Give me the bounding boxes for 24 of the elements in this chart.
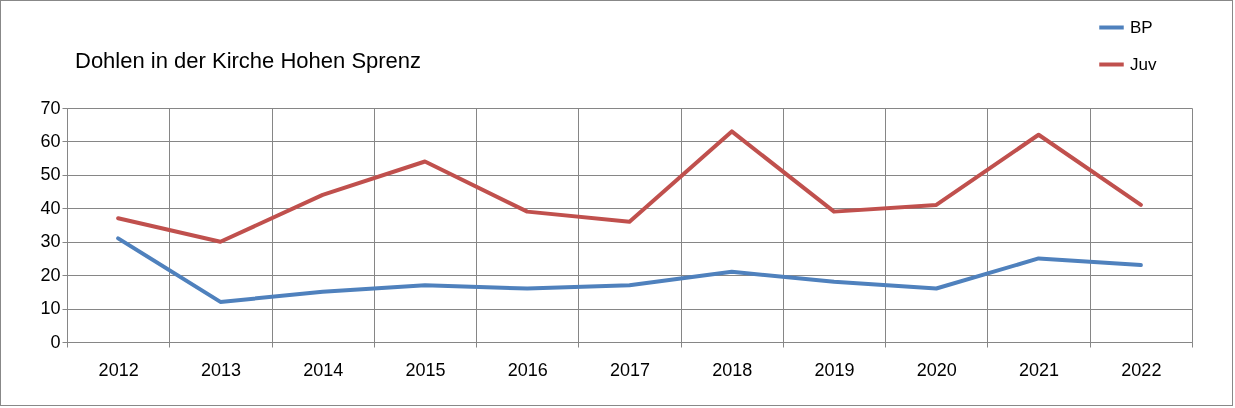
- x-tick-label: 2014: [303, 359, 344, 380]
- x-tick-label: 2019: [814, 359, 855, 380]
- x-tick-label: 2016: [507, 359, 548, 380]
- y-tick-label: 50: [40, 164, 61, 185]
- y-tick-label: 10: [40, 298, 61, 319]
- x-tick-label: 2021: [1019, 359, 1060, 380]
- x-tick-label: 2015: [405, 359, 446, 380]
- legend-label: BP: [1130, 17, 1153, 37]
- y-tick-label: 60: [40, 130, 61, 151]
- x-tick-label: 2022: [1121, 359, 1162, 380]
- legend-label: Juv: [1130, 54, 1157, 74]
- y-tick-label: 20: [40, 264, 61, 285]
- y-tick-label: 70: [40, 97, 61, 118]
- x-tick-label: 2012: [98, 359, 139, 380]
- x-tick-label: 2018: [712, 359, 753, 380]
- x-tick-label: 2020: [916, 359, 957, 380]
- y-tick-label: 40: [40, 197, 61, 218]
- line-series: [116, 236, 1143, 304]
- y-tick-label: 0: [50, 331, 61, 352]
- x-tick-label: 2013: [200, 359, 241, 380]
- y-tick-label: 30: [40, 231, 61, 252]
- chart-title: Dohlen in der Kirche Hohen Sprenz: [75, 48, 422, 73]
- line-series: [116, 129, 1143, 244]
- x-tick-label: 2017: [609, 359, 651, 380]
